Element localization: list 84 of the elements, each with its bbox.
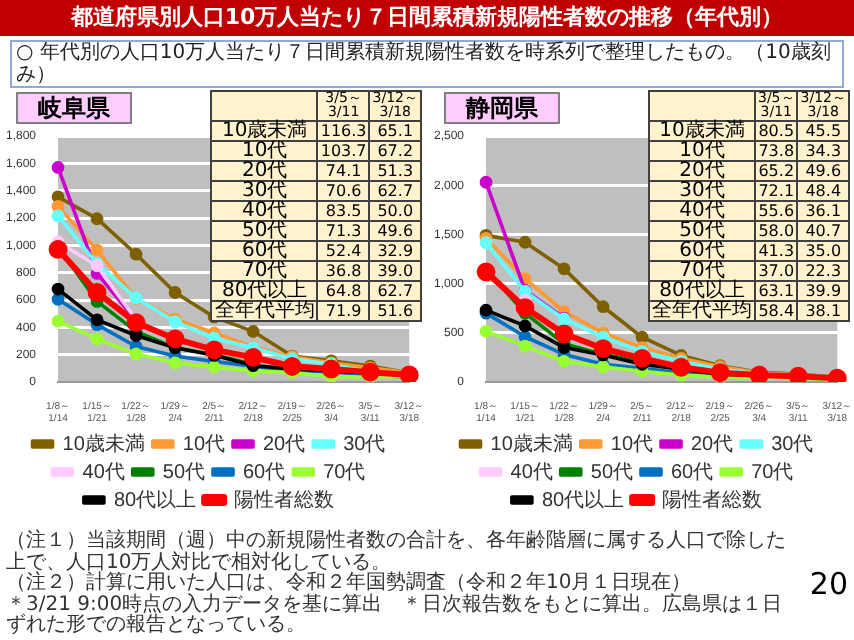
data-label: 51.3	[369, 161, 421, 181]
legend-label: 80代以上	[541, 487, 625, 512]
text: ＊3/21 9:00時点の入力データを基に算出 ＊日次報告数をもとに算出。広島県は１日ずれた形での報告となっている。	[6, 593, 785, 637]
data-label: 65.2	[755, 161, 798, 181]
data-label: 41.3	[755, 241, 798, 261]
text: （注１）当該期間（週）中の新規陽性者数の合計を、各年齢階層に属する人口で除した上で、人口10万人対比で相対化している。	[6, 530, 788, 573]
data-label: 70.6	[317, 181, 370, 201]
legend-label: 10歳未満	[62, 431, 145, 456]
data-label: 51.6	[369, 301, 421, 321]
legend-label: 50代	[162, 461, 205, 484]
y-tick-label: 40代	[211, 200, 318, 222]
y-tick-label: 80代以上	[649, 280, 755, 302]
y-tick-label: 60代	[649, 240, 755, 262]
y-tick-label: 60代	[211, 240, 318, 262]
data-label: 39.9	[797, 281, 849, 301]
y-tick-label: 10代	[649, 140, 755, 162]
legend-label: 70代	[751, 461, 794, 484]
data-label: 22.3	[797, 261, 849, 281]
y-tick-label: 20代	[649, 160, 755, 182]
data-label: 37.0	[755, 261, 798, 281]
data-label: 35.0	[797, 241, 849, 261]
y-tick-label: 50代	[211, 220, 318, 242]
data-label: 58.4	[755, 301, 798, 321]
legend-label: 30代	[771, 433, 814, 456]
data-label: 40.7	[797, 221, 849, 241]
y-tick-label: 70代	[649, 260, 755, 282]
legend-label: 30代	[343, 433, 386, 456]
data-label: 62.7	[369, 181, 421, 201]
data-label: 55.6	[755, 201, 798, 221]
y-tick-label: 30代	[211, 180, 318, 202]
data-label: 32.9	[369, 241, 421, 261]
y-tick-label: 40代	[649, 200, 755, 222]
y-tick-label: 全年代平均	[211, 300, 318, 322]
legend-label: 40代	[82, 461, 125, 484]
y-tick-label: 30代	[649, 180, 755, 202]
data-label: 58.0	[755, 221, 798, 241]
y-tick-label: 10歳未満	[649, 120, 755, 142]
y-tick-label: 10代	[211, 140, 318, 162]
data-label: 72.1	[755, 181, 798, 201]
legend-label: 陽性者総数	[234, 487, 335, 512]
legend-label: 陽性者総数	[662, 487, 763, 512]
data-label: 103.7	[317, 141, 370, 161]
legend-label: 70代	[323, 461, 366, 484]
legend-label: 80代以上	[113, 487, 197, 512]
legend-label: 10代	[610, 433, 653, 456]
data-label: 45.5	[797, 121, 849, 141]
data-label: 49.6	[797, 161, 849, 181]
data-label: 48.4	[797, 181, 849, 201]
data-label: 36.8	[317, 261, 370, 281]
data-label: 74.1	[317, 161, 370, 181]
data-label: 49.6	[369, 221, 421, 241]
data-label: 73.8	[755, 141, 798, 161]
text: 20	[809, 566, 848, 602]
data-label: 67.2	[369, 141, 421, 161]
chart-title: 岐阜県	[16, 92, 132, 124]
data-label: 64.8	[317, 281, 370, 301]
chart-title: 静岡県	[444, 92, 560, 124]
data-label: 63.1	[755, 281, 798, 301]
data-label: 52.4	[317, 241, 370, 261]
data-label: 80.5	[755, 121, 798, 141]
data-label: 71.3	[317, 221, 370, 241]
text: （注２）計算に用いた人口は、令和２年国勢調査（令和２年10月１日現在）	[6, 572, 692, 594]
y-tick-label: 70代	[211, 260, 318, 282]
y-tick-label: 10歳未満	[211, 120, 318, 142]
data-label: 34.3	[797, 141, 849, 161]
data-label: 65.1	[369, 121, 421, 141]
y-tick-label: 20代	[211, 160, 318, 182]
data-label: 39.0	[369, 261, 421, 281]
legend-label: 40代	[510, 461, 553, 484]
data-label: 38.1	[797, 301, 849, 321]
legend-label: 10代	[182, 433, 225, 456]
legend-label: 50代	[590, 461, 633, 484]
y-tick-label: 80代以上	[211, 280, 318, 302]
data-label: 116.3	[317, 121, 370, 141]
data-label: 62.7	[369, 281, 421, 301]
text: ○ 年代別の人口10万人当たり７日間累積新規陽性者数を時系列で整理したもの。（10歳刻み）	[10, 40, 844, 88]
data-label: 50.0	[369, 201, 421, 221]
y-tick-label: 50代	[649, 220, 755, 242]
text: 都道府県別人口10万人当たり７日間累積新規陽性者数の推移（年代別）	[0, 0, 854, 36]
legend-label: 10歳未満	[490, 431, 573, 456]
data-label: 36.1	[797, 201, 849, 221]
data-label: 83.5	[317, 201, 370, 221]
data-label: 71.9	[317, 301, 370, 321]
y-tick-label: 全年代平均	[649, 300, 755, 322]
